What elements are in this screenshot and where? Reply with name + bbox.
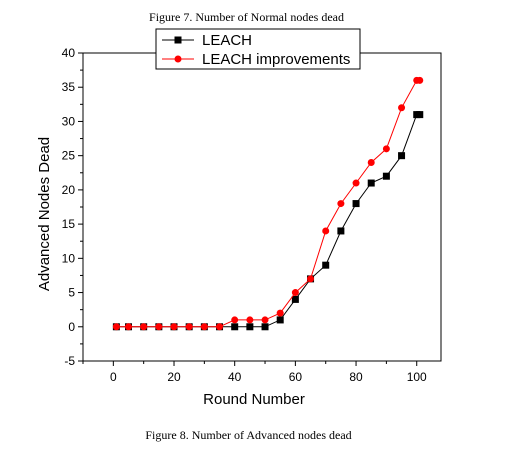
series-2 — [112, 76, 424, 331]
data-point — [261, 316, 269, 324]
y-tick-label: 25 — [62, 149, 76, 163]
legend-box — [155, 28, 361, 70]
data-point — [231, 316, 239, 324]
plot-frame — [82, 52, 442, 362]
data-point — [367, 179, 375, 187]
data-point — [291, 289, 299, 297]
data-point — [170, 323, 178, 331]
data-point — [200, 323, 208, 331]
y-tick-label: 40 — [62, 46, 76, 60]
data-point — [367, 159, 375, 167]
y-tick-label: 35 — [62, 80, 76, 94]
data-point — [261, 323, 269, 331]
y-tick-label: 15 — [62, 217, 76, 231]
x-tick-label: 60 — [289, 370, 303, 384]
y-tick-label: 0 — [68, 320, 75, 334]
x-axis-title: Round Number — [203, 391, 305, 408]
data-point — [352, 179, 360, 187]
series-line — [116, 79, 420, 328]
legend-marker — [174, 55, 182, 63]
data-point — [382, 172, 390, 180]
data-point — [322, 227, 330, 235]
data-point — [416, 111, 424, 119]
y-tick-label: -5 — [64, 354, 75, 368]
data-point — [291, 295, 299, 303]
data-point — [246, 323, 254, 331]
x-tick-label: 100 — [407, 370, 427, 384]
x-tick-label: 40 — [228, 370, 242, 384]
data-point — [398, 152, 406, 160]
data-point — [337, 200, 345, 208]
y-tick-label: 30 — [62, 114, 76, 128]
data-point — [307, 275, 315, 283]
data-point — [231, 323, 239, 331]
data-point — [398, 104, 406, 112]
series-line — [116, 114, 420, 328]
legend: LEACH LEACH improvements — [155, 28, 361, 70]
data-point — [337, 227, 345, 235]
data-point — [125, 323, 133, 331]
y-axis-title: Advanced Nodes Dead — [36, 137, 53, 291]
legend-item: LEACH improvements — [162, 51, 350, 68]
x-tick-label: 20 — [167, 370, 181, 384]
axes: -5 0 5 10 15 20 25 30 35 40 0 20 40 60 80 100 — [62, 46, 427, 384]
data-point — [322, 261, 330, 269]
y-tick-label: 20 — [62, 183, 76, 197]
y-tick-label: 10 — [62, 251, 76, 265]
legend-item: LEACH — [162, 32, 252, 49]
legend-label: LEACH improvements — [202, 51, 350, 68]
data-point — [216, 323, 224, 331]
data-point — [382, 145, 390, 153]
legend-marker — [174, 36, 182, 44]
figure-caption-bottom: Figure 8. Number of Advanced nodes dead — [145, 428, 352, 442]
data-point — [246, 316, 254, 324]
data-point — [140, 323, 148, 331]
legend-label: LEACH — [202, 32, 252, 49]
series-1 — [112, 111, 424, 331]
x-tick-label: 0 — [110, 370, 117, 384]
figure-caption-top: Figure 7. Number of Normal nodes dead — [149, 10, 344, 24]
plot-border — [82, 52, 442, 362]
data-point — [352, 200, 360, 208]
x-tick-label: 80 — [349, 370, 363, 384]
data-point — [155, 323, 163, 331]
data-point — [276, 316, 284, 324]
data-point — [185, 323, 193, 331]
y-tick-label: 5 — [68, 286, 75, 300]
series-layer — [112, 76, 424, 331]
data-point — [416, 76, 424, 84]
data-point — [276, 309, 284, 317]
data-point — [112, 323, 120, 331]
